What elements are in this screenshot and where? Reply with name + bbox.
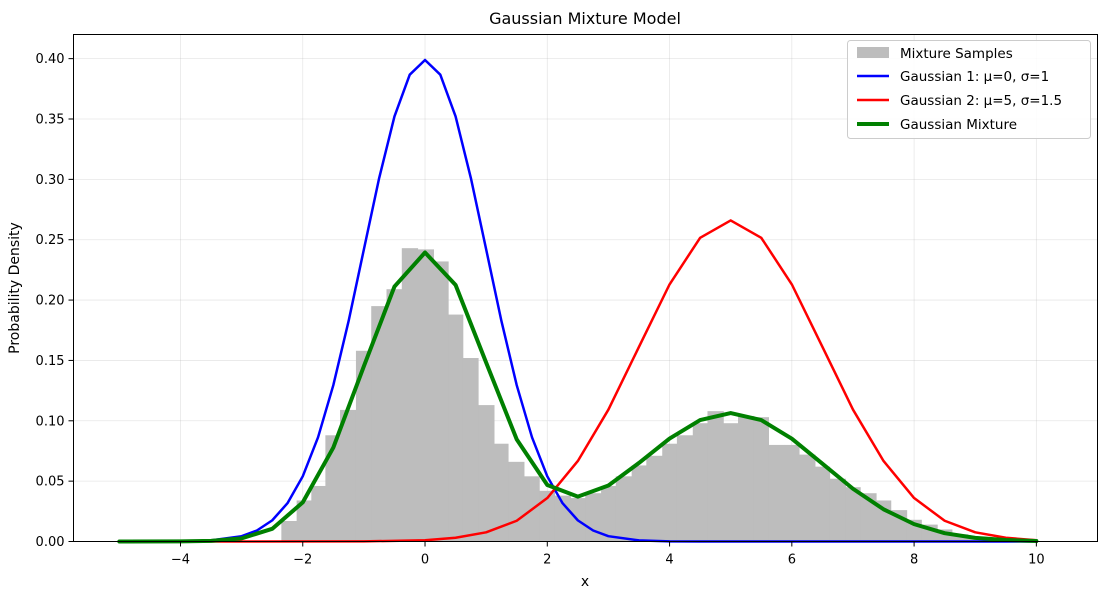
plot-frame [73, 34, 1098, 542]
histogram-bar [433, 261, 449, 542]
histogram-bar [585, 493, 602, 542]
x-tick-label: 8 [910, 553, 918, 568]
legend-box [847, 40, 1091, 139]
histogram-bar [494, 443, 509, 542]
histogram-bar [646, 455, 663, 542]
x-axis-ticks: −4 −2 0 2 4 6 8 10 [171, 541, 1045, 568]
legend: Mixture Samples Gaussian 1: μ=0, σ=1 Gau… [847, 40, 1091, 139]
x-tick-label: 6 [788, 553, 796, 568]
histogram-bar [768, 444, 785, 542]
y-tick-label: 0.15 [36, 354, 65, 369]
y-tick-label: 0.35 [36, 113, 65, 128]
histogram-bar [601, 485, 617, 542]
x-tick-label: 4 [665, 553, 673, 568]
x-tick-label: 0 [421, 553, 429, 568]
legend-label-histogram: Mixture Samples [900, 46, 1013, 62]
histogram-bar [311, 485, 326, 542]
histogram-bars [281, 248, 999, 542]
histogram-bar [692, 423, 708, 542]
y-tick-label: 0.30 [36, 173, 65, 188]
histogram-bar [355, 350, 372, 542]
histogram-bar [401, 248, 419, 542]
legend-label-gaussian-2: Gaussian 2: μ=5, σ=1.5 [900, 93, 1062, 109]
chart-title: Gaussian Mixture Model [489, 9, 681, 28]
gaussian-mixture-line [117, 250, 1039, 544]
histogram-bar [340, 409, 357, 542]
y-tick-label: 0.00 [36, 535, 65, 550]
histogram-bar [784, 444, 800, 542]
histogram-bar [539, 490, 556, 542]
histogram-bar [815, 466, 831, 542]
histogram-bar [371, 306, 387, 542]
legend-label-gaussian-1: Gaussian 1: μ=0, σ=1 [900, 69, 1049, 85]
histogram-bar [738, 415, 755, 542]
histogram-bar [417, 249, 434, 542]
histogram-bar [829, 478, 847, 542]
grid-lines [73, 34, 1098, 542]
legend-swatch-histogram [857, 47, 889, 58]
histogram-bar [462, 358, 479, 542]
histogram-bar [478, 405, 495, 542]
x-tick-label: −2 [293, 553, 312, 568]
histogram-bar [676, 435, 694, 542]
histogram-bar [631, 465, 647, 542]
gaussian-2-line [118, 219, 1038, 543]
histogram-bar [296, 500, 312, 542]
y-tick-label: 0.40 [36, 52, 65, 67]
histogram-bar [845, 487, 861, 542]
x-tick-label: 10 [1028, 553, 1045, 568]
x-axis-label: x [581, 574, 589, 590]
y-tick-label: 0.05 [36, 475, 65, 490]
legend-label-mixture: Gaussian Mixture [900, 117, 1017, 133]
y-tick-label: 0.20 [36, 294, 65, 309]
y-tick-label: 0.25 [36, 233, 65, 248]
histogram-bar [662, 443, 678, 542]
histogram-bar [508, 461, 525, 542]
y-tick-label: 0.10 [36, 414, 65, 429]
y-axis-label: Probability Density [7, 222, 23, 354]
histogram-bar [448, 314, 464, 542]
histogram-bar [325, 435, 341, 542]
histogram-bar [615, 476, 633, 542]
x-tick-label: −4 [171, 553, 190, 568]
histogram-bar [753, 417, 769, 542]
histogram-bar [860, 493, 877, 542]
histogram-bar [952, 534, 969, 542]
x-tick-label: 2 [543, 553, 551, 568]
histogram-bar [707, 411, 724, 542]
histogram-bar [723, 423, 739, 542]
histogram-bar [281, 520, 298, 542]
histogram-bar [799, 454, 816, 542]
y-axis-ticks: 0.00 0.05 0.10 0.15 0.20 0.25 0.30 0.35 0.40 [36, 52, 74, 550]
histogram-bar [386, 289, 403, 542]
